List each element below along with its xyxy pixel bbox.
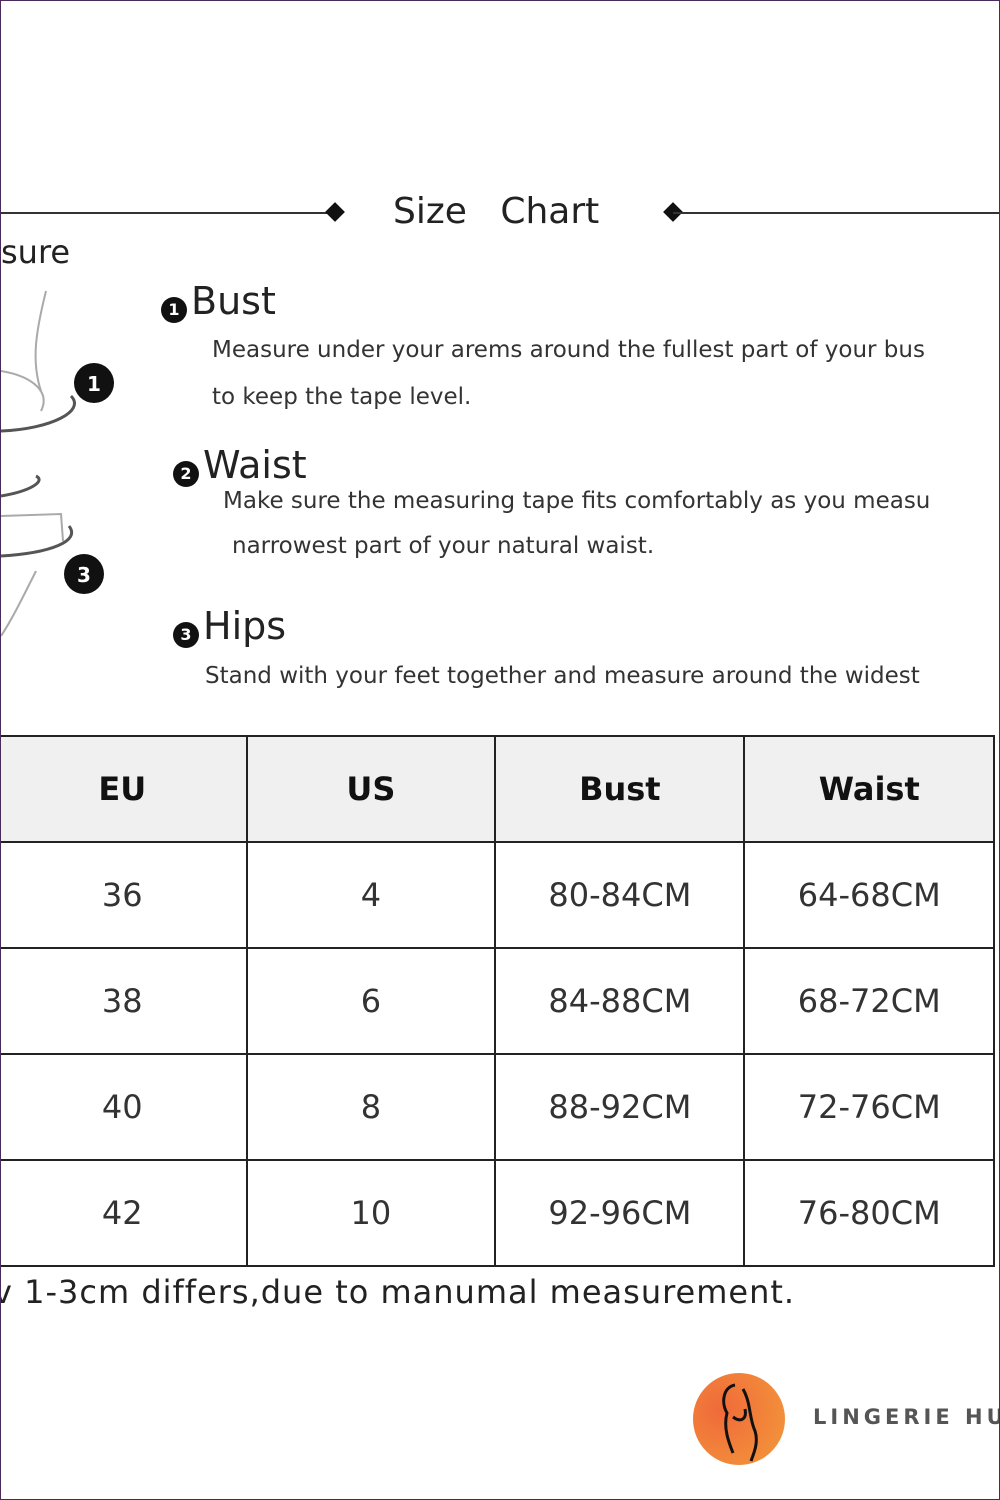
cell: 84-88CM	[494, 947, 746, 1055]
cell: 10	[245, 1159, 497, 1267]
table-row: 40 8 88-92CM 72-76CM	[1, 1053, 995, 1161]
marker-1: 1	[87, 372, 101, 396]
measurement-note: v 1-3cm differs,due to manumal measureme…	[0, 1273, 796, 1311]
size-table: EU US Bust Waist 36 4 80-84CM 64-68CM 38 6 84…	[1, 735, 995, 1267]
step-text: Measure under your arems around the full…	[212, 337, 925, 363]
cell: 76-80CM	[743, 1159, 995, 1267]
step-text: to keep the tape level.	[212, 384, 472, 410]
chart-title: Size Chart	[393, 191, 600, 232]
cell: 36	[1, 841, 248, 949]
cell: 92-96CM	[494, 1159, 746, 1267]
title-rule-left	[1, 212, 331, 214]
cell: 68-72CM	[743, 947, 995, 1055]
cell: 8	[245, 1053, 497, 1161]
cell: 88-92CM	[494, 1053, 746, 1161]
marker-3: 3	[77, 563, 91, 587]
cell: 64-68CM	[743, 841, 995, 949]
cell: 38	[1, 947, 248, 1055]
table-header-row: EU US Bust Waist	[1, 735, 995, 843]
step-number-icon: 2	[173, 460, 199, 487]
brand-logo-icon	[693, 1373, 785, 1465]
header-waist: Waist	[743, 735, 995, 843]
cell: 72-76CM	[743, 1053, 995, 1161]
step-heading: Bust	[191, 279, 276, 323]
body-diagram: 1 3	[1, 290, 114, 637]
header-us: US	[245, 735, 497, 843]
title-rule-right	[673, 212, 999, 214]
step-heading: Hips	[203, 604, 287, 648]
woman-silhouette-icon	[722, 1383, 758, 1462]
step-text: Stand with your feet together and measur…	[205, 663, 920, 689]
step-text: narrowest part of your natural waist.	[232, 533, 655, 559]
cell: 4	[245, 841, 497, 949]
brand-name: LINGERIE HUT	[813, 1405, 999, 1429]
step-bust: 1 Bust	[161, 279, 276, 323]
step-heading: Waist	[203, 443, 307, 487]
header-bust: Bust	[494, 735, 746, 843]
cell: 80-84CM	[494, 841, 746, 949]
step-hips: 3 Hips	[173, 604, 286, 648]
step-number-icon: 3	[173, 621, 199, 648]
step-text: Make sure the measuring tape fits comfor…	[223, 488, 931, 514]
cell: 6	[245, 947, 497, 1055]
diamond-left-icon	[325, 202, 345, 222]
step-number-icon: 1	[161, 296, 187, 323]
table-row: 36 4 80-84CM 64-68CM	[1, 841, 995, 949]
header-eu: EU	[1, 735, 248, 843]
cell: 40	[1, 1053, 248, 1161]
step-waist: 2 Waist	[173, 443, 307, 487]
table-row: 42 10 92-96CM 76-80CM	[1, 1159, 995, 1267]
measure-label: sure	[1, 233, 71, 271]
cell: 42	[1, 1159, 248, 1267]
table-row: 38 6 84-88CM 68-72CM	[1, 947, 995, 1055]
